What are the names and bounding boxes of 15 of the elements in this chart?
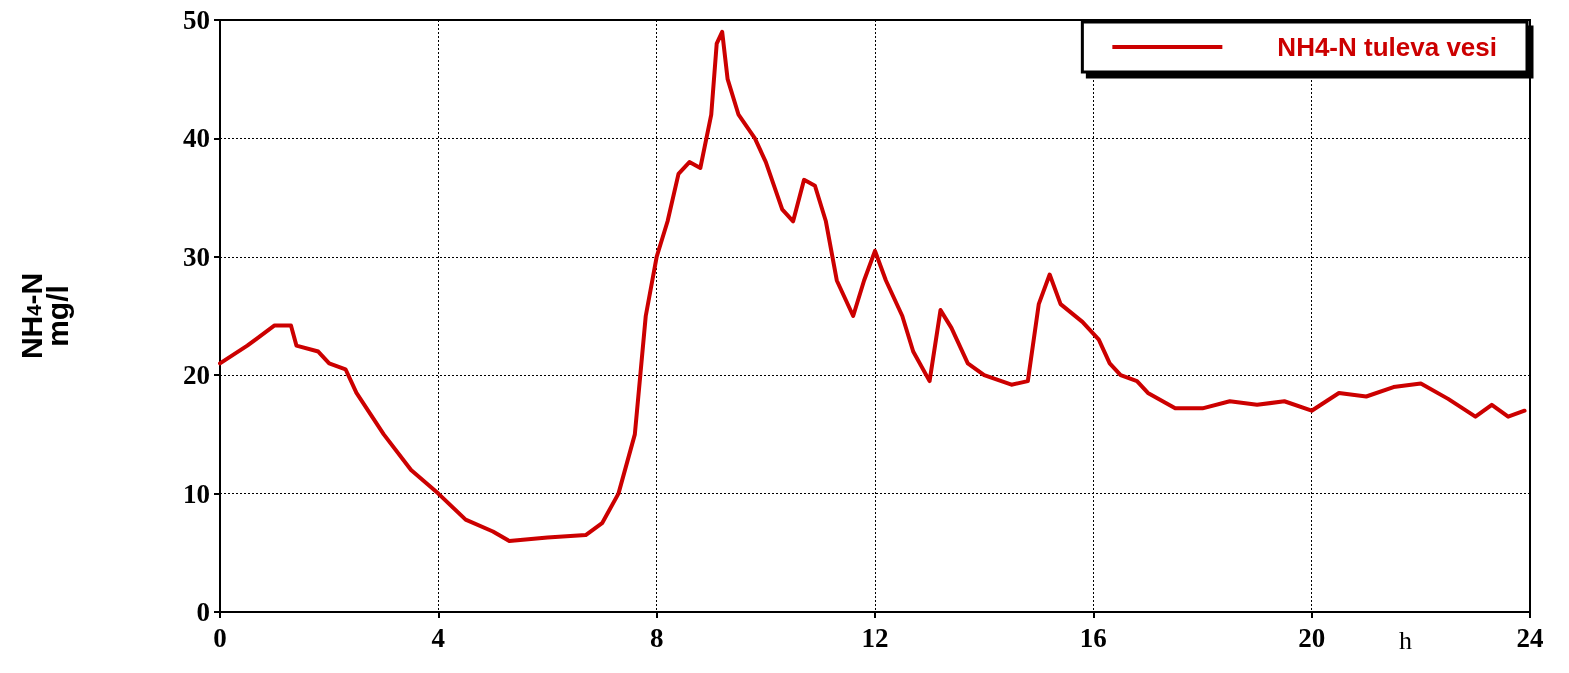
y-tick-label: 40 [183,123,210,154]
x-tick-label: 16 [1079,622,1107,653]
y-tick-label: 30 [183,241,210,272]
x-axis-title: h [1399,625,1413,655]
x-tick-label: 20 [1298,622,1326,653]
y-tick-label: 20 [183,360,210,391]
y-tick-label: 10 [183,478,210,509]
x-tick-label: 8 [649,622,664,653]
x-tick-label: 4 [431,622,446,653]
line-series [218,29,1527,543]
x-tick-label: 12 [861,622,889,653]
legend-label: NH4-N tuleva vesi [1277,32,1498,62]
y-tick-label: 50 [183,5,210,35]
y-tick-label: 0 [196,597,210,627]
x-tick-label: 24 [1516,622,1544,653]
